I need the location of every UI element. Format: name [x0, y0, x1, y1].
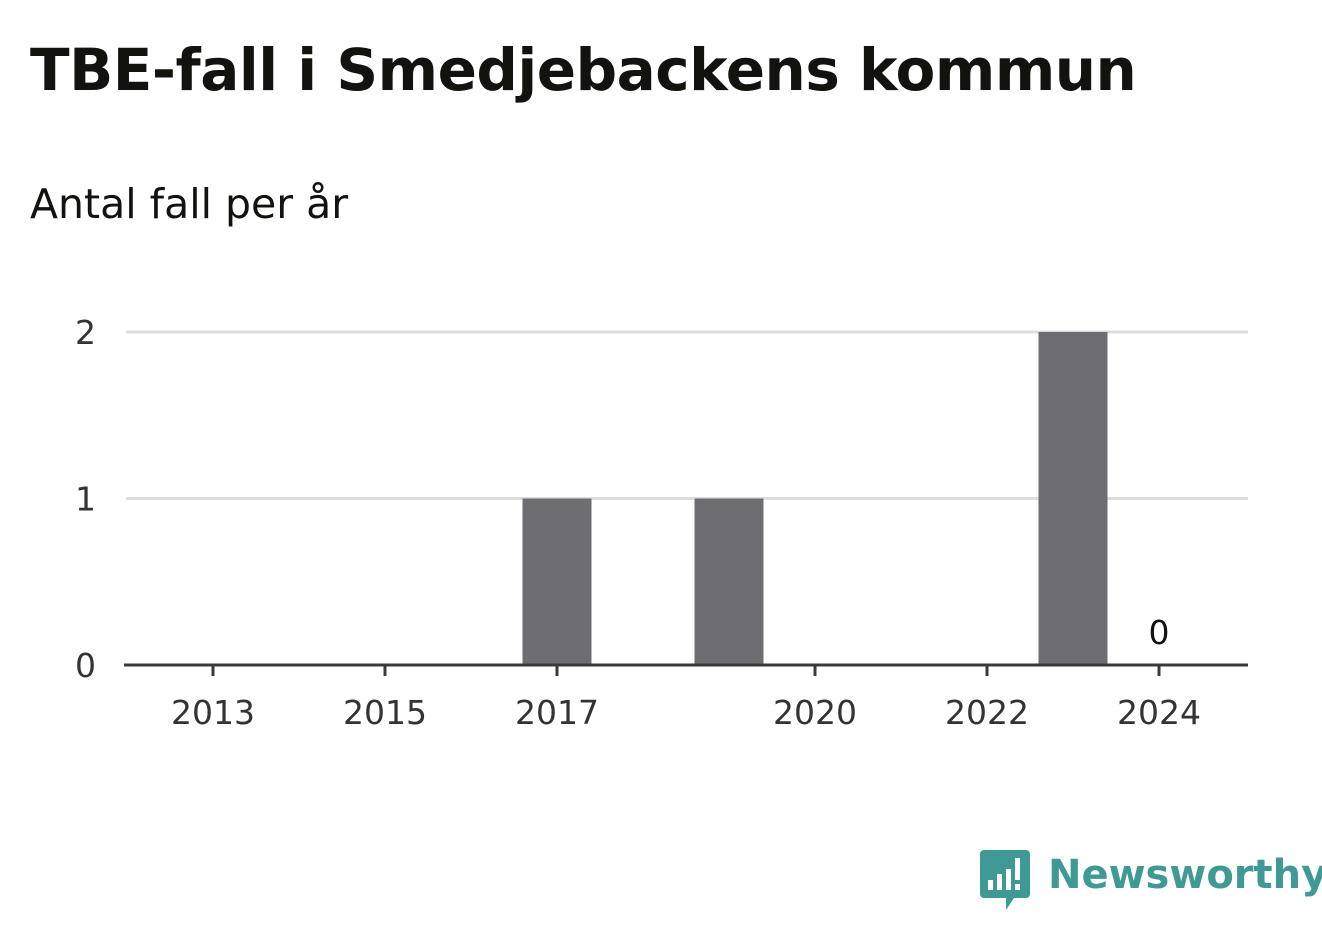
data-label-2024: 0: [1149, 613, 1170, 652]
y-tick-label-2: 2: [75, 313, 96, 352]
chart-annotations: 0: [1149, 613, 1170, 652]
bar-2019: [694, 498, 764, 665]
x-tick-label-2020: 2020: [773, 693, 857, 732]
x-tick-label-2013: 2013: [171, 693, 255, 732]
y-tick-label-1: 1: [75, 480, 96, 519]
x-tick-label-2015: 2015: [343, 693, 427, 732]
newsworthy-logo-text: Newsworthy: [1048, 852, 1322, 898]
chart-title: TBE-fall i Smedjebackens kommun: [30, 36, 1137, 104]
x-tick-label-2024: 2024: [1117, 693, 1201, 732]
x-tick-label-2022: 2022: [945, 693, 1029, 732]
chart-bars: [522, 332, 1108, 665]
bar-2023: [1038, 332, 1108, 665]
newsworthy-logo: Newsworthy: [980, 848, 1322, 912]
y-tick-label-0: 0: [75, 646, 96, 685]
x-tick-label-2017: 2017: [515, 693, 599, 732]
x-axis: 2013 2015 2017 2020 2022 2024: [124, 663, 1248, 732]
chart-subtitle: Antal fall per år: [30, 180, 349, 228]
y-axis-tick-labels: 0 1 2: [75, 313, 96, 685]
newsworthy-bar-chart-icon: [980, 850, 1030, 910]
bar-2017: [522, 498, 592, 665]
